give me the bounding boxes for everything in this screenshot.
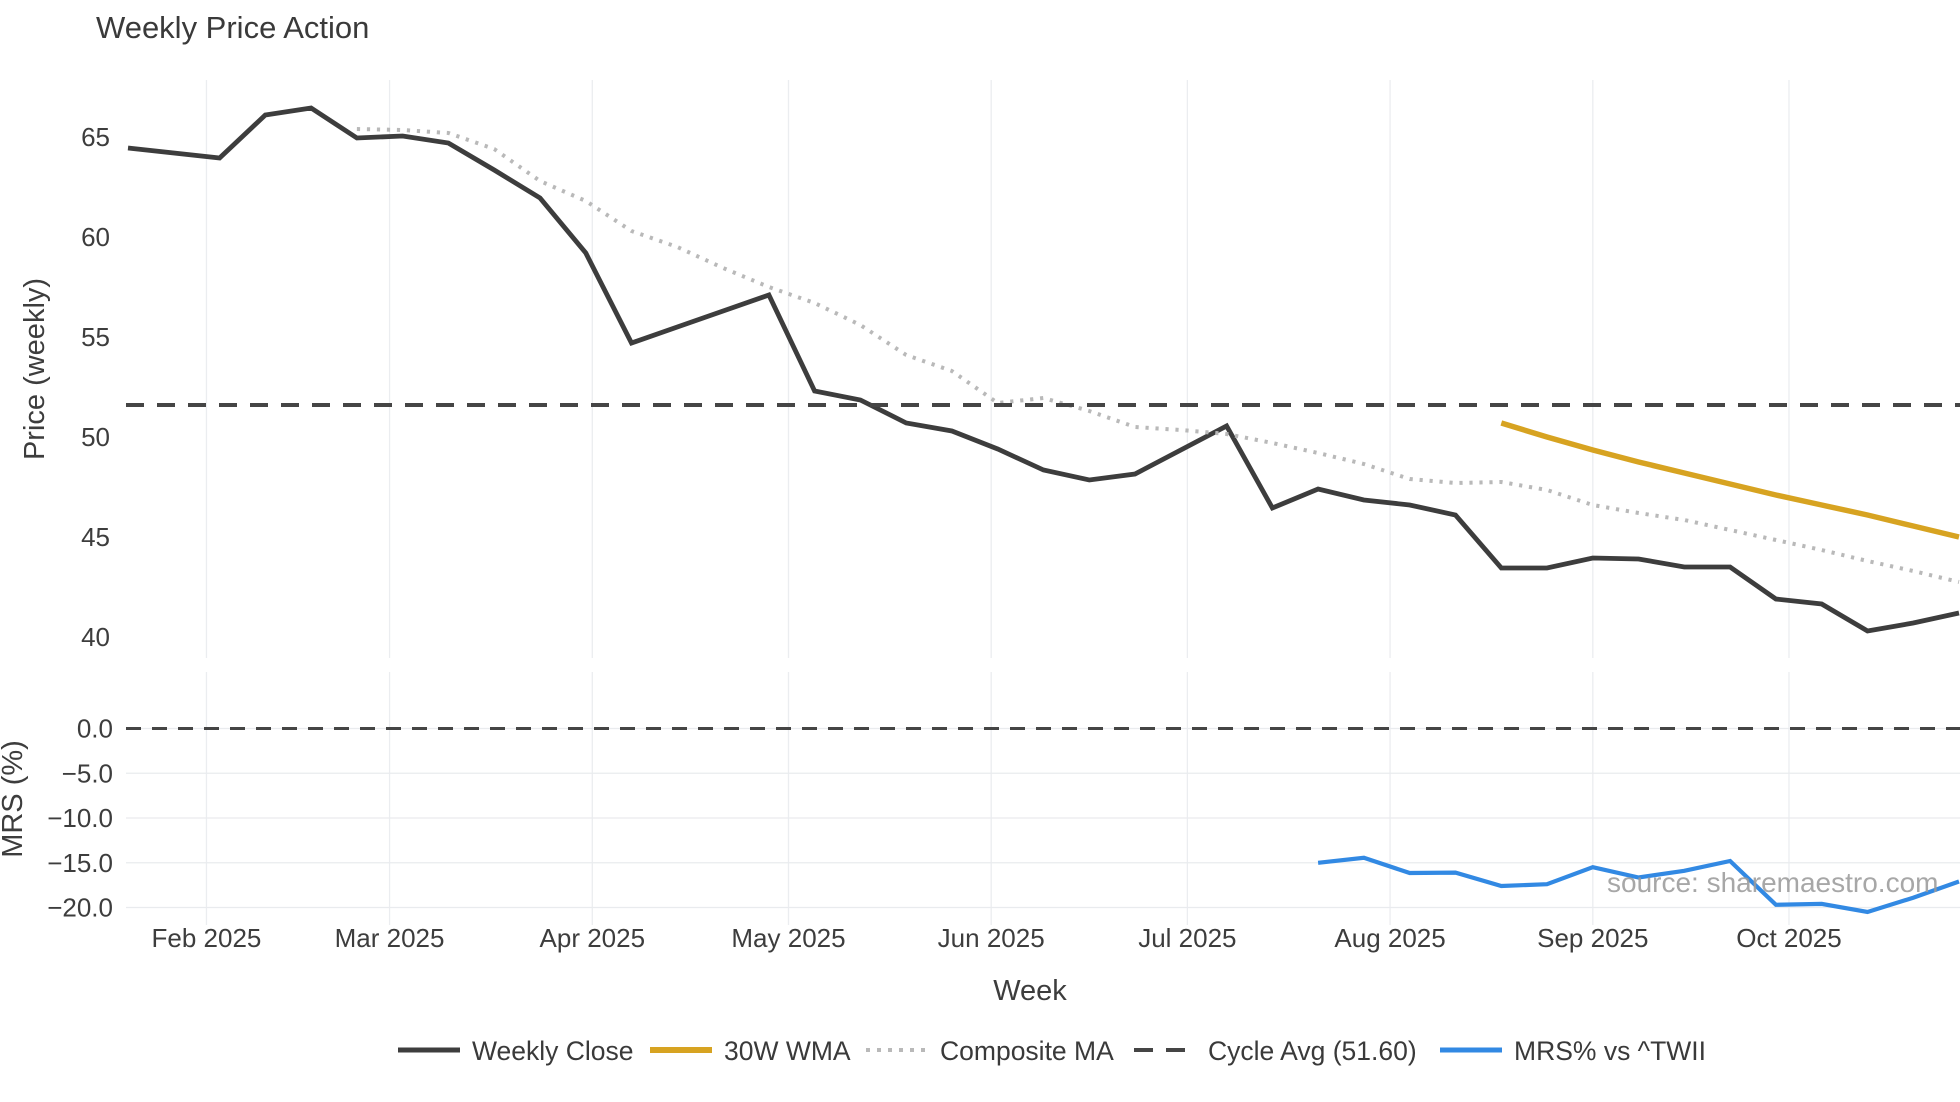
legend-item: MRS% vs ^TWII xyxy=(1440,1036,1706,1066)
x-tick-label: Oct 2025 xyxy=(1736,923,1842,953)
chart-legend: Weekly Close 30W WMA Composite MA Cycle Avg… xyxy=(398,1036,1706,1066)
x-tick-label: Aug 2025 xyxy=(1334,923,1445,953)
x-tick-label: Mar 2025 xyxy=(335,923,445,953)
mrs-ytick-label: −15.0 xyxy=(47,848,113,878)
legend-label: Composite MA xyxy=(940,1036,1114,1066)
series-mrs-vs-twii xyxy=(1317,855,1960,915)
week-axis-label: Week xyxy=(993,975,1067,1007)
mrs-ytick-label: −5.0 xyxy=(62,758,113,788)
price-ytick-label: 40 xyxy=(81,622,110,652)
legend-label: MRS% vs ^TWII xyxy=(1514,1036,1706,1066)
grid-layer xyxy=(126,80,1960,925)
legend-item: Composite MA xyxy=(866,1036,1114,1066)
price-ytick-label: 55 xyxy=(81,322,110,352)
series-layer xyxy=(126,105,1960,915)
x-tick-label: Sep 2025 xyxy=(1537,923,1648,953)
series-30w-wma xyxy=(1500,420,1960,540)
x-tick-label: Apr 2025 xyxy=(540,923,646,953)
price-ytick-label: 60 xyxy=(81,222,110,252)
mrs-axis-label: MRS (%) xyxy=(0,740,29,858)
price-ytick-label: 65 xyxy=(81,122,110,152)
legend-item: Weekly Close xyxy=(398,1036,634,1066)
x-tick-label: May 2025 xyxy=(731,923,845,953)
legend-label: Cycle Avg (51.60) xyxy=(1208,1036,1417,1066)
x-tick-label: Feb 2025 xyxy=(152,923,262,953)
mrs-ytick-label: 0.0 xyxy=(77,714,113,744)
x-tick-label: Jun 2025 xyxy=(938,923,1045,953)
price-ytick-label: 50 xyxy=(81,422,110,452)
mrs-ytick-label: −10.0 xyxy=(47,803,113,833)
legend-label: Weekly Close xyxy=(472,1036,634,1066)
chart-title: Weekly Price Action xyxy=(96,10,369,45)
legend-item: Cycle Avg (51.60) xyxy=(1134,1036,1417,1066)
series-composite-ma xyxy=(356,127,1960,584)
ticks-layer: Feb 2025 Mar 2025 Apr 2025 May 2025 Jun 2025… xyxy=(47,122,1842,953)
price-ytick-label: 45 xyxy=(81,522,110,552)
mrs-ytick-label: −20.0 xyxy=(47,893,113,923)
x-tick-label: Jul 2025 xyxy=(1138,923,1236,953)
legend-label: 30W WMA xyxy=(724,1036,851,1066)
price-axis-label: Price (weekly) xyxy=(19,278,51,460)
series-weekly-close xyxy=(127,105,1960,634)
source-watermark: source: sharemaestro.com xyxy=(1607,867,1938,898)
legend-item: 30W WMA xyxy=(650,1036,851,1066)
